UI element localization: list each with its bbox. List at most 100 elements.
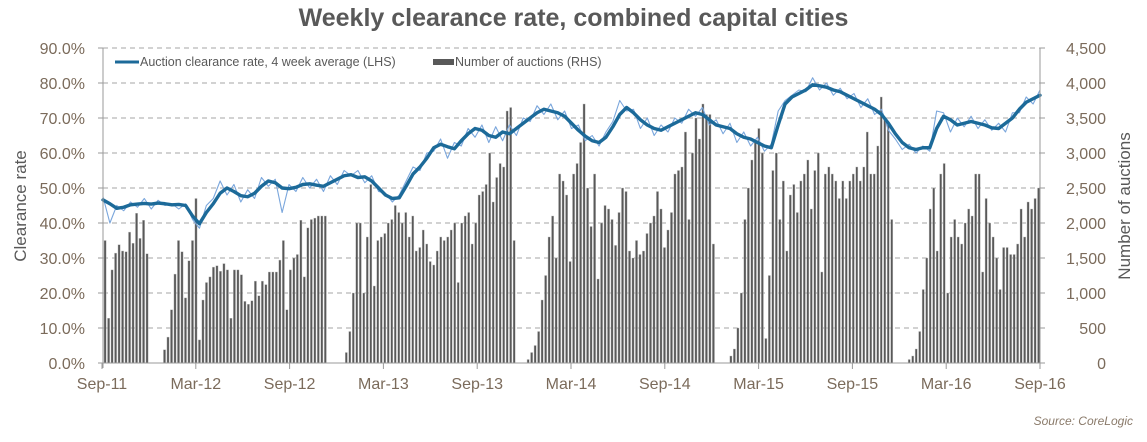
auction-bar <box>1023 236 1026 364</box>
right-tick-label: 4,000 <box>1066 76 1106 93</box>
auction-bar <box>638 254 642 364</box>
auction-bar <box>799 180 803 364</box>
auction-bar <box>264 284 268 364</box>
auction-bar <box>124 251 128 364</box>
auction-bar <box>1033 198 1037 364</box>
auction-bar <box>345 352 348 364</box>
auction-bar <box>886 124 890 364</box>
auction-bar <box>747 187 750 364</box>
auction-bar <box>974 173 977 364</box>
auction-bar <box>925 257 928 364</box>
auction-bar <box>621 187 624 364</box>
auction-bar <box>967 208 970 364</box>
auction-bar <box>240 274 243 364</box>
auction-bar <box>865 131 869 364</box>
auction-bar <box>373 285 376 364</box>
auction-bar <box>796 212 799 364</box>
auction-bar <box>568 261 572 364</box>
right-tick-labels: 0 500 1,000 1,500 2,000 2,500 3,000 3,500 4,000 4… <box>1040 41 1106 373</box>
auction-bar <box>761 152 764 364</box>
auction-bar <box>303 276 306 364</box>
auction-bar <box>740 292 743 364</box>
auction-bar <box>883 117 887 364</box>
auction-bar <box>366 236 369 364</box>
auction-bar <box>607 208 610 364</box>
auction-bar <box>677 170 680 364</box>
auction-bar <box>1002 247 1005 364</box>
auction-bar <box>582 103 586 364</box>
auction-bar <box>991 236 995 364</box>
auction-bar <box>477 194 481 364</box>
auction-bar <box>463 215 467 364</box>
auction-bar <box>215 265 219 364</box>
left-tick-label: 10.0% <box>40 321 85 338</box>
auction-bar <box>324 215 327 364</box>
auction-bar <box>984 198 988 364</box>
x-tick-label: Mar-13 <box>358 376 409 393</box>
x-tick-label: Mar-15 <box>733 376 784 393</box>
x-tick-label: Sep-13 <box>451 376 503 393</box>
auction-bar <box>400 222 404 364</box>
auction-bar <box>488 152 491 364</box>
auction-bar <box>729 355 733 364</box>
auction-bar <box>414 250 418 364</box>
auction-bar <box>684 131 687 364</box>
auction-bar <box>946 292 949 364</box>
auction-bar <box>960 243 963 364</box>
auction-bar <box>708 114 712 364</box>
auction-bar <box>855 166 859 364</box>
auction-bar <box>292 257 296 364</box>
auction-bar <box>376 240 380 364</box>
auction-bar <box>834 180 838 364</box>
auction-bar <box>600 222 603 364</box>
x-tick-label: Mar-14 <box>546 376 597 393</box>
auction-bar <box>872 173 876 364</box>
auction-bar <box>446 236 450 364</box>
auction-bar <box>320 215 324 364</box>
auction-bar <box>296 254 299 364</box>
auction-bar <box>792 184 796 364</box>
auction-bar <box>628 250 631 364</box>
auction-bar <box>117 244 121 364</box>
auction-bar <box>911 355 915 364</box>
auction-bar <box>824 173 827 364</box>
auction-bar <box>229 318 233 364</box>
auction-bar <box>659 208 663 364</box>
auction-bar <box>907 359 911 364</box>
right-tick-label: 3,000 <box>1066 146 1106 163</box>
auction-bar <box>271 271 275 364</box>
auction-bar <box>694 117 698 364</box>
auction-bar <box>879 96 883 364</box>
auction-bar <box>750 159 754 364</box>
auction-bar <box>289 269 292 364</box>
auction-bar <box>250 300 254 364</box>
right-tick-label: 3,500 <box>1066 111 1106 128</box>
auction-bar <box>789 194 792 364</box>
auction-bar <box>166 336 170 364</box>
auction-bar <box>317 215 320 364</box>
auction-bar <box>428 261 432 364</box>
auction-bar <box>841 180 845 364</box>
x-tick-label: Mar-16 <box>921 376 972 393</box>
auction-bar <box>736 327 740 364</box>
auction-bar <box>313 217 317 364</box>
auction-bar <box>484 184 488 364</box>
auction-bar <box>810 208 813 364</box>
auction-bar <box>806 159 810 364</box>
auction-bar <box>1037 187 1040 364</box>
auction-bar <box>397 212 401 364</box>
right-tick-label: 4,500 <box>1066 41 1106 58</box>
auction-bar <box>222 263 226 364</box>
auction-bar <box>642 250 645 364</box>
auction-bar <box>949 236 953 364</box>
left-tick-label: 80.0% <box>40 76 85 93</box>
left-tick-label: 70.0% <box>40 111 85 128</box>
auction-bar <box>848 180 852 364</box>
auction-bar <box>201 299 205 364</box>
auction-bar <box>191 240 194 364</box>
x-tick-label: Sep-11 <box>77 376 128 393</box>
auction-bar <box>785 250 789 364</box>
auction-bar <box>306 227 310 364</box>
auction-bar <box>558 173 561 364</box>
auction-bar <box>1005 247 1009 364</box>
